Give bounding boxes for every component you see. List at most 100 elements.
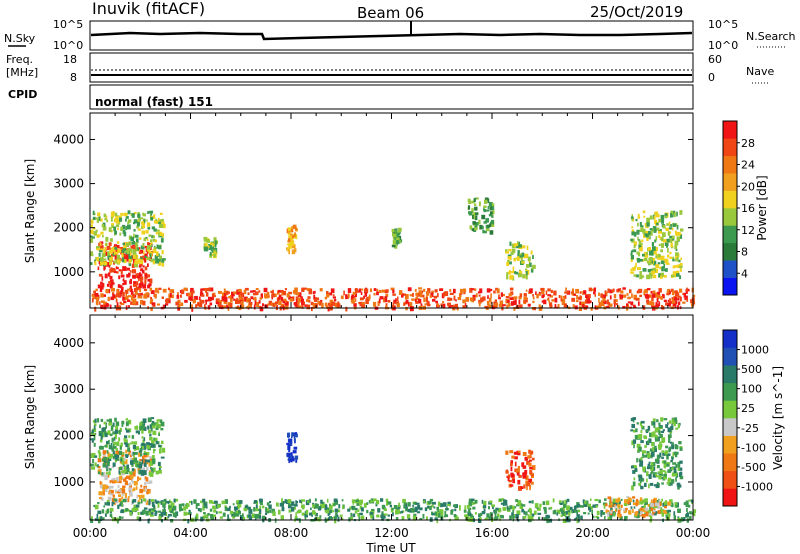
data-cell [643, 257, 648, 261]
data-cell [129, 251, 132, 257]
data-cell [132, 245, 136, 251]
freq-label-2: [MHz] [6, 66, 38, 79]
data-cell [478, 518, 482, 523]
data-cell [558, 295, 561, 299]
data-cell [115, 219, 120, 224]
data-cell [548, 300, 551, 304]
data-cell [579, 295, 582, 301]
data-cell [178, 503, 182, 509]
data-cell [129, 491, 133, 497]
data-cell [313, 506, 316, 509]
colorbar-swatch [723, 208, 737, 226]
data-cell [677, 423, 680, 429]
nave-label: Nave [746, 65, 774, 78]
data-cell [583, 502, 588, 507]
data-cell [405, 506, 408, 512]
data-cell [637, 267, 641, 270]
data-cell [653, 215, 656, 220]
data-cell [401, 293, 404, 298]
data-cell [510, 466, 513, 472]
data-cell [103, 261, 108, 266]
x-tick-label: 16:00 [475, 526, 510, 540]
data-cell [422, 513, 425, 519]
data-cell [651, 251, 654, 256]
data-cell [683, 292, 687, 298]
data-cell [125, 293, 128, 298]
data-cell [432, 501, 436, 505]
data-cell [375, 502, 378, 507]
data-cell [366, 509, 369, 514]
data-cell [144, 482, 147, 486]
data-cell [151, 302, 155, 306]
data-cell [347, 508, 351, 512]
data-cell [485, 228, 490, 232]
data-cell [118, 437, 121, 442]
data-cell [148, 490, 151, 494]
data-cell [231, 513, 234, 517]
data-cell [511, 474, 515, 478]
data-cell [549, 506, 553, 510]
data-cell [173, 498, 176, 503]
data-cell [579, 303, 583, 306]
data-cell [420, 303, 423, 308]
data-cell [358, 499, 363, 502]
data-cell [592, 515, 595, 519]
data-cell [509, 241, 512, 246]
data-cell [674, 273, 676, 278]
data-cell [437, 513, 441, 518]
noise-tick-bottom: 10^0 [53, 39, 83, 52]
data-cell [655, 302, 658, 306]
data-cell [180, 294, 182, 298]
data-cell [398, 509, 400, 514]
data-cell [140, 292, 143, 296]
data-cell [105, 466, 110, 470]
data-cell [288, 235, 292, 239]
data-cell [236, 292, 240, 295]
data-cell [471, 200, 475, 204]
data-cell [310, 301, 314, 306]
data-cell [653, 228, 657, 232]
data-cell [143, 452, 147, 455]
data-cell [617, 501, 620, 507]
data-cell [683, 502, 687, 506]
data-cell [692, 512, 696, 517]
data-cell [206, 292, 209, 297]
data-cell [676, 273, 680, 277]
data-cell [121, 424, 124, 427]
data-cell [639, 508, 642, 512]
data-cell [219, 516, 223, 519]
data-cell [639, 229, 644, 232]
velocity-heatmap [90, 417, 697, 524]
data-cell [640, 456, 643, 462]
data-cell [288, 458, 290, 464]
data-cell [210, 246, 215, 252]
data-cell [607, 496, 612, 499]
data-cell [386, 501, 389, 506]
data-cell [668, 238, 673, 243]
data-cell [674, 420, 678, 424]
data-cell [149, 512, 154, 516]
data-cell [630, 238, 633, 242]
data-cell [471, 208, 474, 213]
data-cell [608, 302, 611, 306]
data-cell [158, 218, 160, 223]
data-cell [314, 297, 318, 302]
data-cell [102, 235, 104, 238]
data-cell [652, 447, 655, 452]
data-cell [407, 287, 412, 292]
data-cell [229, 303, 233, 308]
data-cell [654, 497, 657, 503]
data-cell [148, 511, 151, 515]
data-cell [224, 506, 228, 512]
data-cell [266, 502, 270, 506]
data-cell [290, 229, 294, 233]
data-cell [106, 219, 109, 223]
data-cell [97, 469, 102, 474]
data-cell [159, 501, 163, 504]
data-cell [585, 295, 589, 298]
data-cell [675, 252, 679, 256]
data-cell [101, 517, 105, 521]
data-cell [513, 451, 518, 455]
data-cell [660, 255, 665, 261]
data-cell [600, 512, 603, 517]
